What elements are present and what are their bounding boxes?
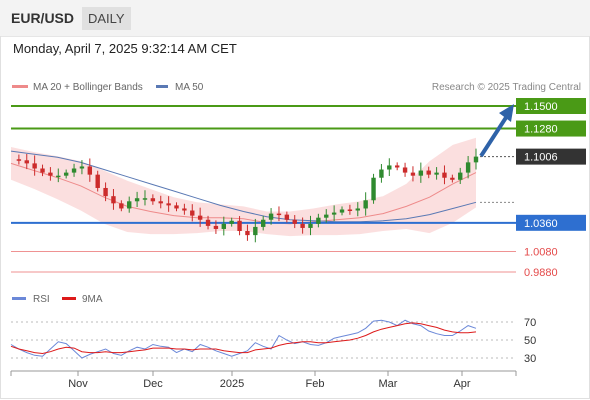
candle-body [197,215,203,220]
candle-body [16,159,22,161]
candle-body [40,168,45,173]
level-tag-2 [516,148,586,165]
level-label-5: 0.9880 [524,267,558,279]
candle-body [473,156,479,163]
candle-body [158,201,163,204]
candle-body [308,223,313,228]
legend-rsi-label: RSI [33,294,50,305]
candle-body [32,163,37,169]
candle-body [394,165,400,168]
level-label-2: 1.1006 [524,152,558,164]
candle-body [300,223,305,228]
candle-body [111,196,116,204]
candle-body [103,187,108,197]
candle-body [245,231,250,236]
timestamp: Monday, April 7, 2025 9:32:14 AM CET [13,41,237,56]
candle-body [355,208,360,211]
rsi-ma-line [10,322,477,355]
x-tick-label: 2025 [220,378,244,390]
candle-body [142,198,148,200]
candle-body [253,226,258,236]
candle-body [418,170,424,176]
ma50-line [10,150,477,223]
candle-body [324,214,329,218]
legend-ma50-label: MA 50 [175,82,204,93]
candle-body [465,162,471,173]
bollinger-band [11,137,476,237]
level-label-0: 1.1500 [524,101,558,113]
level-label-1: 1.1280 [524,124,558,136]
candle-body [237,220,242,232]
copyright-text: Research © 2025 Trading Central [432,82,581,93]
candle-body [261,219,266,227]
candle-body [95,174,100,188]
ma20-line [10,162,477,225]
candle-body [229,220,234,224]
candle-body [347,209,353,211]
candle-body [79,166,85,169]
level-tag-1 [516,120,586,137]
rsi-tick-label: 70 [524,317,536,329]
candle-body [190,210,195,216]
candle-body [56,175,61,178]
candle-body [363,200,368,209]
candle-body [150,198,156,202]
candle-body [134,198,140,202]
candle-body [331,212,337,215]
level-tag-0 [516,98,586,114]
legend-ma20-swatch [12,85,28,88]
candle-body [63,172,69,176]
x-tick-label: Feb [306,378,325,390]
candle-body [48,172,53,176]
x-tick-label: Mar [379,378,398,390]
candle-body [450,177,455,180]
candle-body [402,167,408,173]
candle-body [371,177,376,201]
candle-body [339,209,345,213]
candle-body [268,213,274,220]
level-label-4: 1.0080 [524,247,558,259]
candle-body [87,166,93,175]
legend-rsi-swatch [12,297,26,300]
forecast-arrow-line [479,114,509,158]
candle-body [182,208,187,211]
candle-body [442,172,447,178]
candle-body [458,172,463,180]
legend-9ma-swatch [62,297,76,300]
candle-body [387,165,392,170]
candle-body [71,168,77,173]
candle-body [213,225,219,229]
level-label-3: 1.0360 [524,218,558,230]
legend-9ma-label: 9MA [82,294,103,305]
candle-body [292,219,297,224]
forecast-arrow-head [499,104,514,122]
candle-body [410,172,416,176]
candle-body [166,203,171,206]
level-tag-3 [516,214,586,231]
candle-body [24,160,29,164]
candle-body [379,169,384,178]
candle-body [434,172,439,175]
symbol-label: EUR/USD [11,10,75,26]
x-tick-label: Nov [68,378,88,390]
legend-ma20-label: MA 20 + Bollinger Bands [33,82,143,93]
legend-ma50-swatch [156,85,168,88]
candle-body [284,214,290,220]
candle-body [221,223,226,229]
x-tick-label: Dec [143,378,163,390]
timeframe-badge[interactable]: DAILY [82,7,131,30]
candle-body [205,219,211,226]
candle-body [276,213,282,216]
x-tick-label: Apr [453,378,470,390]
candle-body [316,217,321,224]
candle-body [127,201,132,209]
rsi-tick-label: 50 [524,335,536,347]
candle-body [426,170,431,175]
candle-body [174,205,179,209]
candle-body [119,203,124,209]
chart-header: EUR/USD DAILY [0,0,590,37]
rsi-tick-label: 30 [524,353,536,365]
